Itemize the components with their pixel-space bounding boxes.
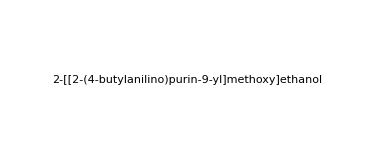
Text: 2-[[2-(4-butylanilino)purin-9-yl]methoxy]ethanol: 2-[[2-(4-butylanilino)purin-9-yl]methoxy… bbox=[52, 75, 322, 85]
